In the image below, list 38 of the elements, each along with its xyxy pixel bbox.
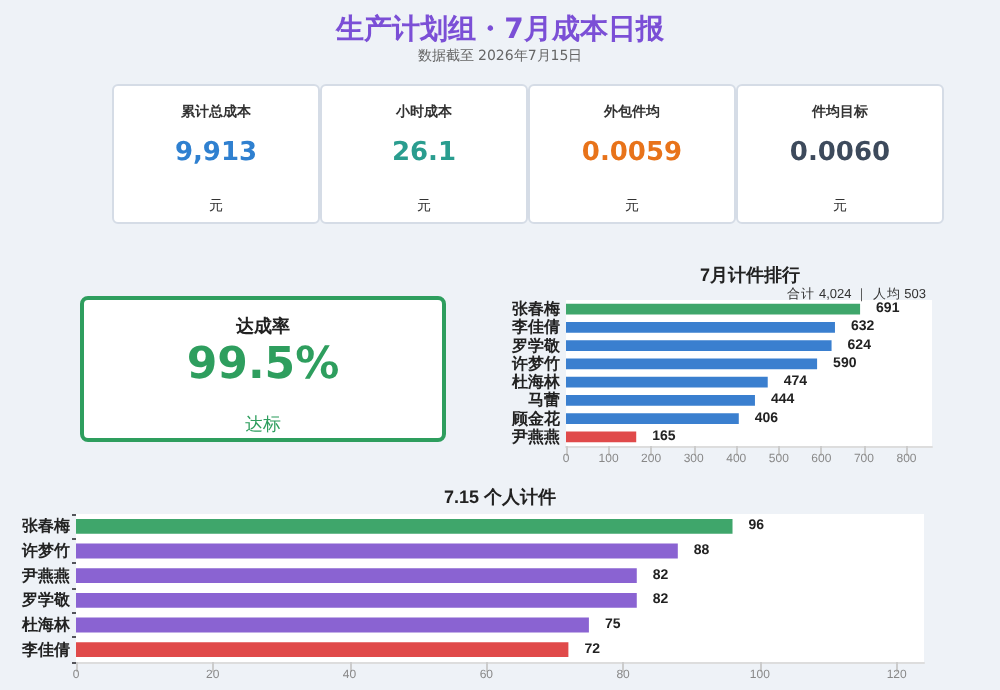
- bar: [76, 543, 678, 559]
- y-tick-label: 顾金花: [510, 409, 562, 428]
- text: 99.5%: [186, 340, 340, 390]
- y-tick-label: 罗学敬: [510, 336, 562, 355]
- text: 9,913: [174, 138, 258, 168]
- text: 0.0060: [789, 138, 891, 168]
- y-tick-label: 张春梅: [512, 300, 560, 319]
- bar: [566, 413, 739, 425]
- y-tick-label: 杜海林: [510, 373, 562, 392]
- y-tick-label: 杜海林: [20, 616, 72, 634]
- text: 生产计划组・7月成本日报: [333, 12, 666, 48]
- y-tick-label: 尹燕燕: [20, 566, 70, 585]
- bar: [76, 617, 589, 633]
- bar: [76, 592, 637, 608]
- bar: [76, 518, 733, 534]
- y-tick-label: 罗学敬: [20, 591, 72, 610]
- text: 0.0059: [581, 138, 683, 168]
- chart-title: 7月计件排行: [700, 265, 801, 285]
- y-tick-label: 李佳倩: [510, 318, 560, 337]
- y-tick-label: 张春梅: [22, 517, 70, 536]
- bar: [566, 303, 861, 315]
- y-tick-label: 尹燕燕: [510, 427, 560, 446]
- y-tick-label: 许梦竹: [510, 354, 560, 373]
- bar: [566, 431, 637, 443]
- bar: [566, 358, 818, 370]
- bar: [566, 321, 835, 333]
- bar: [76, 568, 637, 584]
- y-tick-label: 李佳倩: [20, 640, 70, 659]
- bar: [76, 642, 569, 658]
- text: 达标: [243, 413, 283, 438]
- chart-title: 7.15 个人计件: [443, 487, 557, 507]
- bar: [566, 394, 755, 406]
- y-tick-label: 马蕾: [528, 391, 560, 410]
- bar: [566, 376, 768, 388]
- text: 达成率: [234, 314, 292, 340]
- y-tick-label: 许梦竹: [20, 542, 70, 560]
- text: 26.1: [391, 138, 457, 168]
- bar: [566, 340, 832, 352]
